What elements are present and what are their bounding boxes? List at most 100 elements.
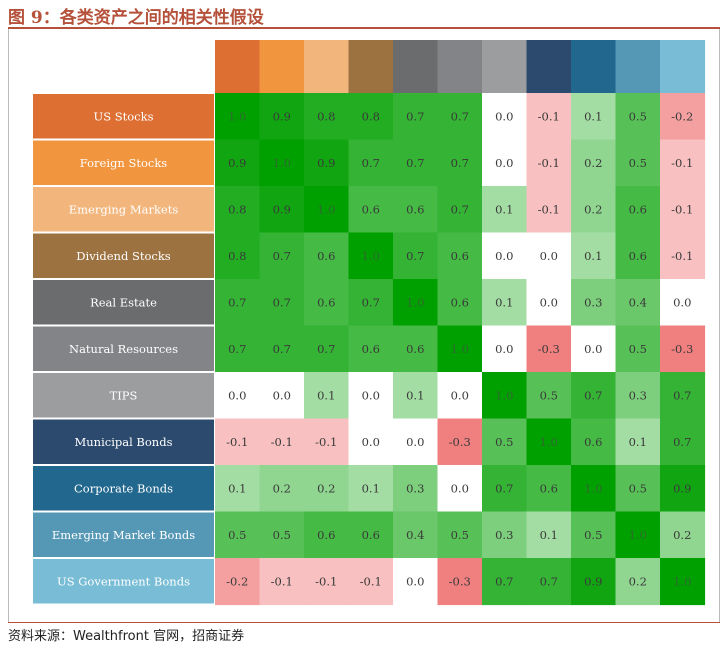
cell-label-7-6: 0.5	[495, 435, 513, 449]
column-header-2	[304, 40, 350, 93]
cell-6-1	[259, 372, 305, 420]
cell-label-7-0: -0.1	[226, 435, 248, 449]
row-label-6: TIPS	[110, 388, 138, 402]
cell-label-2-3: 0.6	[362, 202, 380, 216]
cell-1-4	[393, 139, 439, 187]
cell-4-7	[526, 279, 572, 327]
cell-label-5-4: 0.6	[406, 342, 424, 356]
cell-label-6-7: 0.5	[540, 388, 558, 402]
cell-label-9-8: 0.5	[584, 528, 602, 542]
cell-label-7-3: 0.0	[362, 435, 380, 449]
cell-2-6	[482, 186, 528, 234]
cell-10-9	[615, 558, 661, 606]
cell-9-2	[304, 511, 350, 559]
cell-label-2-10: -0.1	[671, 202, 693, 216]
cell-1-1	[259, 139, 305, 187]
cell-label-3-1: 0.7	[273, 249, 291, 263]
cell-7-9	[615, 418, 661, 466]
cell-8-6	[482, 465, 528, 513]
cell-label-9-7: 0.1	[540, 528, 558, 542]
cell-label-6-5: 0.0	[451, 388, 469, 402]
cell-0-7	[526, 93, 572, 141]
cell-label-9-5: 0.5	[451, 528, 469, 542]
cell-9-1	[259, 511, 305, 559]
row-label-1: Foreign Stocks	[80, 156, 168, 170]
cell-label-10-7: 0.7	[540, 574, 558, 588]
cell-label-9-9: 1.0	[629, 528, 647, 542]
cell-2-8	[571, 186, 617, 234]
row-label-bg-4	[33, 280, 214, 325]
cell-10-5	[437, 558, 483, 606]
row-label-2: Emerging Markets	[69, 202, 179, 216]
cell-4-8	[571, 279, 617, 327]
cell-2-1	[259, 186, 305, 234]
cell-label-7-7: 1.0	[540, 435, 558, 449]
cell-7-7	[526, 418, 572, 466]
cell-0-2	[304, 93, 350, 141]
cell-7-4	[393, 418, 439, 466]
cell-label-2-2: 1.0	[317, 202, 335, 216]
cell-5-8	[571, 325, 617, 373]
cell-label-7-5: -0.3	[449, 435, 471, 449]
source-note: 资料来源：Wealthfront 官网，招商证券	[8, 629, 245, 644]
cell-label-4-10: 0.0	[673, 295, 691, 309]
cell-label-10-3: -0.1	[360, 574, 382, 588]
cell-4-9	[615, 279, 661, 327]
cell-label-9-4: 0.4	[406, 528, 424, 542]
cell-label-2-1: 0.9	[273, 202, 291, 216]
cell-label-2-0: 0.8	[228, 202, 246, 216]
cell-5-3	[348, 325, 394, 373]
cell-7-1	[259, 418, 305, 466]
cell-label-7-8: 0.6	[584, 435, 602, 449]
cell-label-7-1: -0.1	[271, 435, 293, 449]
cell-label-9-6: 0.3	[495, 528, 513, 542]
cell-2-0	[215, 186, 261, 234]
cell-label-2-5: 0.7	[451, 202, 469, 216]
row-label-4: Real Estate	[90, 295, 157, 309]
cell-4-6	[482, 279, 528, 327]
cell-label-0-7: -0.1	[538, 109, 560, 123]
cell-label-0-1: 0.9	[273, 109, 291, 123]
cell-1-3	[348, 139, 394, 187]
cell-label-3-4: 0.7	[406, 249, 424, 263]
cell-9-10	[660, 511, 706, 559]
cell-label-5-2: 0.7	[317, 342, 335, 356]
cell-label-4-2: 0.6	[317, 295, 335, 309]
cell-5-7	[526, 325, 572, 373]
cell-10-3	[348, 558, 394, 606]
row-label-8: Corporate Bonds	[74, 481, 173, 495]
cell-7-8	[571, 418, 617, 466]
cell-label-6-6: 1.0	[495, 388, 513, 402]
cell-9-3	[348, 511, 394, 559]
row-label-bg-9	[33, 512, 214, 557]
cell-label-8-10: 0.9	[673, 481, 691, 495]
cell-3-10	[660, 232, 706, 280]
cell-label-8-9: 0.5	[629, 481, 647, 495]
figure-title: 图 9：各类资产之间的相关性假设	[8, 8, 264, 28]
row-label-9: Emerging Market Bonds	[52, 528, 195, 542]
cell-label-8-2: 0.2	[317, 481, 335, 495]
cell-label-5-0: 0.7	[228, 342, 246, 356]
cell-label-2-9: 0.6	[629, 202, 647, 216]
cell-label-8-3: 0.1	[362, 481, 380, 495]
cell-8-3	[348, 465, 394, 513]
cell-9-6	[482, 511, 528, 559]
cell-label-4-6: 0.1	[495, 295, 513, 309]
cell-label-8-1: 0.2	[273, 481, 291, 495]
cell-3-1	[259, 232, 305, 280]
cell-label-3-2: 0.6	[317, 249, 335, 263]
cell-10-4	[393, 558, 439, 606]
cell-8-8	[571, 465, 617, 513]
cell-6-9	[615, 372, 661, 420]
cell-8-0	[215, 465, 261, 513]
cell-label-5-5: 1.0	[451, 342, 469, 356]
cell-6-8	[571, 372, 617, 420]
cell-5-1	[259, 325, 305, 373]
cell-1-2	[304, 139, 350, 187]
title-rule	[8, 27, 720, 29]
cell-6-3	[348, 372, 394, 420]
cell-label-4-1: 0.7	[273, 295, 291, 309]
cell-0-10	[660, 93, 706, 141]
cell-label-1-1: 1.0	[273, 156, 291, 170]
cell-6-7	[526, 372, 572, 420]
